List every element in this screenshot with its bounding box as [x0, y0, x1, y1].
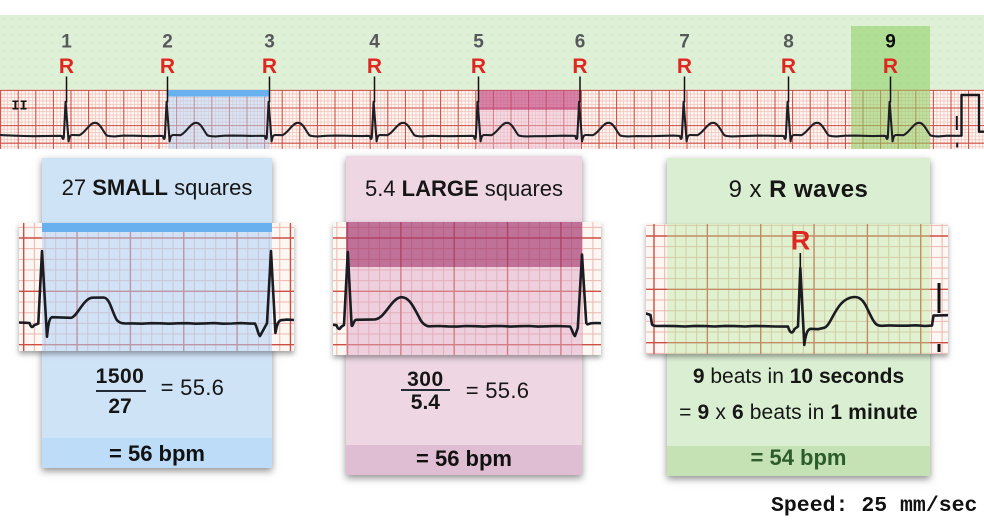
svg-text:7: 7 [679, 32, 690, 53]
svg-text:R: R [367, 55, 382, 78]
svg-text:R: R [883, 55, 898, 78]
svg-text:R: R [471, 55, 486, 78]
svg-text:R: R [59, 55, 74, 78]
svg-text:R: R [262, 55, 277, 78]
svg-text:8: 8 [783, 32, 794, 53]
svg-text:2: 2 [162, 32, 173, 53]
svg-text:R: R [572, 55, 587, 78]
svg-text:1: 1 [61, 32, 72, 53]
svg-text:3: 3 [264, 32, 275, 53]
svg-text:5: 5 [473, 32, 484, 53]
svg-text:R: R [677, 55, 692, 78]
svg-text:9: 9 [885, 32, 896, 53]
svg-text:II: II [11, 100, 27, 115]
svg-text:R: R [781, 55, 796, 78]
svg-text:R: R [160, 55, 175, 78]
svg-text:R: R [791, 226, 811, 256]
svg-text:4: 4 [369, 32, 380, 53]
svg-text:6: 6 [575, 32, 586, 53]
